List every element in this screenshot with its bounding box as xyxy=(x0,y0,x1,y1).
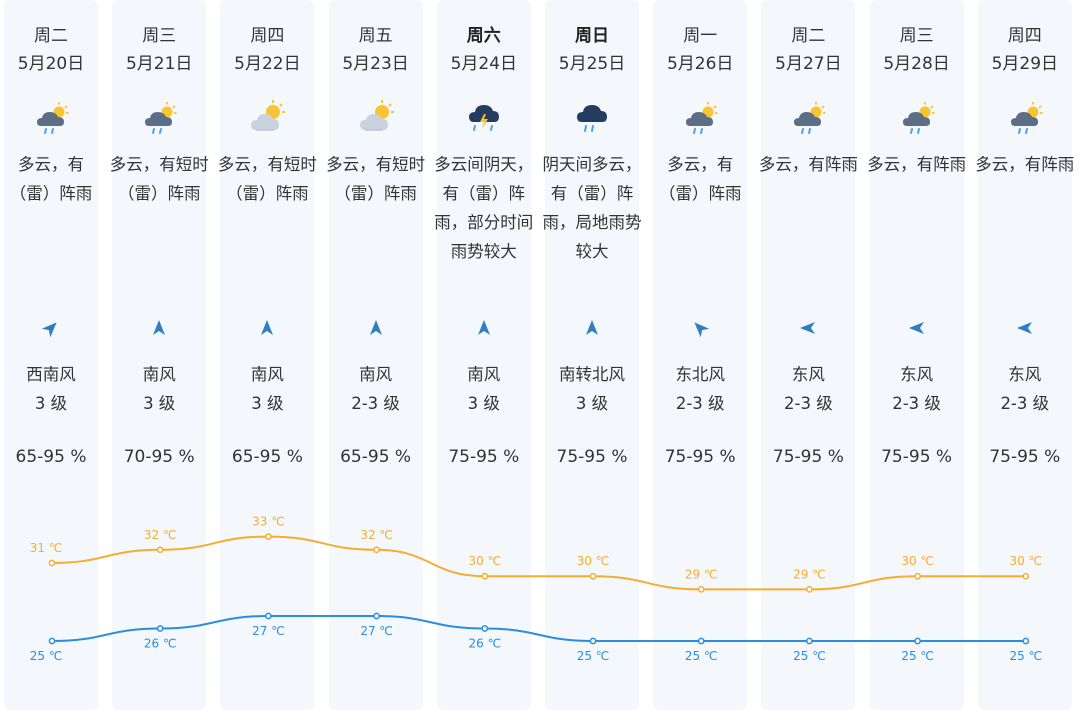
day-name: 周六 xyxy=(466,26,501,46)
weather-description: 多云，有（雷）阵雨 xyxy=(658,155,742,203)
day-name: 周一 xyxy=(683,26,718,46)
humidity: 65-95 % xyxy=(15,447,87,467)
day-column: 周三 5月28日多云，有阵雨 东风 2-3 级 75-95 % xyxy=(867,0,966,710)
thunderstorm-icon xyxy=(466,100,502,140)
wind-direction-icon xyxy=(690,318,710,338)
wind-direction: 南风 xyxy=(250,365,284,384)
weather-description: 多云，有阵雨 xyxy=(975,155,1075,174)
weather-description: 多云，有阵雨 xyxy=(758,155,858,174)
cloud-sun-rain-icon xyxy=(899,100,935,140)
wind-level: 2-3 级 xyxy=(675,394,725,413)
cloud-sun-rain-icon xyxy=(33,100,69,140)
day-date: 5月29日 xyxy=(991,54,1059,74)
wind-level: 3 级 xyxy=(34,394,68,413)
humidity: 75-95 % xyxy=(989,447,1061,467)
wind-direction-icon xyxy=(149,318,169,338)
day-column: 周五 5月23日多云，有短时（雷）阵雨南风 2-3 级 65-95 % xyxy=(326,0,425,710)
cloud-sun-rain-icon xyxy=(1007,100,1043,140)
day-column: 周四 5月22日多云，有短时（雷）阵雨南风 3 级 65-95 % xyxy=(218,0,317,710)
humidity: 70-95 % xyxy=(123,447,195,467)
wind-direction: 南风 xyxy=(467,365,501,384)
wind-level: 2-3 级 xyxy=(1000,394,1050,413)
wind-level: 3 级 xyxy=(251,394,284,413)
wind-direction: 南风 xyxy=(359,365,393,384)
humidity: 75-95 % xyxy=(772,447,844,467)
wind-direction-icon xyxy=(41,318,61,338)
wind-level: 3 级 xyxy=(467,394,500,413)
weather-description: 多云，有（雷）阵雨 xyxy=(9,155,93,203)
weather-description: 多云，有短时（雷）阵雨 xyxy=(109,155,209,203)
day-date: 5月28日 xyxy=(883,54,950,74)
sun-cloud-icon xyxy=(358,100,394,140)
day-name: 周五 xyxy=(358,26,393,46)
cloud-sun-rain-icon xyxy=(682,100,718,140)
day-name: 周三 xyxy=(899,26,934,46)
day-column: 周六 5月24日多云间阴天，有（雷）阵雨，部分时间雨势较大南风 3 级 75-95 % xyxy=(434,0,533,710)
wind-direction-icon xyxy=(1015,318,1035,338)
wind-level: 2-3 级 xyxy=(892,394,941,413)
weather-description: 多云，有短时（雷）阵雨 xyxy=(326,155,426,203)
day-date: 5月20日 xyxy=(17,54,85,74)
humidity: 65-95 % xyxy=(340,447,412,467)
day-date: 5月26日 xyxy=(666,54,734,74)
wind-direction-icon xyxy=(798,318,818,338)
day-name: 周四 xyxy=(250,26,285,46)
rain-cloud-icon xyxy=(574,100,610,140)
day-column: 周三 5月21日多云，有短时（雷）阵雨南风 3 级 70-95 % xyxy=(110,0,209,710)
wind-direction: 东北风 xyxy=(675,365,725,384)
day-name: 周三 xyxy=(142,26,177,46)
weather-description: 多云间阴天，有（雷）阵雨，部分时间雨势较大 xyxy=(434,155,534,261)
weather-description: 阴天间多云，有（雷）阵雨，局地雨势较大 xyxy=(542,155,642,261)
day-column: 周二 5月20日多云，有（雷）阵雨西南风 3 级 65-95 % xyxy=(4,0,98,710)
weather-description: 多云，有短时（雷）阵雨 xyxy=(217,155,317,203)
wind-level: 2-3 级 xyxy=(784,394,833,413)
day-date: 5月25日 xyxy=(558,54,626,74)
wind-direction: 南风 xyxy=(142,365,176,384)
humidity: 65-95 % xyxy=(231,447,303,467)
weather-description: 多云，有阵雨 xyxy=(867,155,967,174)
day-name: 周二 xyxy=(791,26,826,46)
humidity: 75-95 % xyxy=(881,447,953,467)
day-date: 5月24日 xyxy=(450,54,518,74)
wind-direction-icon xyxy=(582,318,602,338)
wind-direction-icon xyxy=(474,318,494,338)
day-name: 周日 xyxy=(575,26,609,46)
day-name: 周四 xyxy=(1007,26,1042,46)
wind-level: 3 级 xyxy=(575,394,609,413)
humidity: 75-95 % xyxy=(664,447,736,467)
wind-direction: 南转北风 xyxy=(559,365,625,384)
cloud-sun-rain-icon xyxy=(790,100,826,140)
sun-cloud-icon xyxy=(249,100,286,140)
humidity: 75-95 % xyxy=(556,447,628,467)
day-column: 周二 5月27日多云，有阵雨 东风 2-3 级 75-95 % xyxy=(759,0,858,710)
day-date: 5月27日 xyxy=(775,54,842,74)
day-column: 周四 5月29日多云，有阵雨 东风 2-3 级 75-95 % xyxy=(975,0,1074,710)
wind-direction: 西南风 xyxy=(26,365,76,384)
humidity: 75-95 % xyxy=(448,447,520,467)
wind-direction-icon xyxy=(907,318,927,338)
day-date: 5月22日 xyxy=(234,54,301,74)
day-name: 周二 xyxy=(34,26,68,46)
day-date: 5月21日 xyxy=(125,54,193,74)
wind-level: 2-3 级 xyxy=(351,394,400,413)
wind-direction: 东风 xyxy=(1008,365,1042,384)
wind-direction-icon xyxy=(366,318,386,338)
day-column: 周一 5月26日多云，有（雷）阵雨东北风 2-3 级 75-95 % xyxy=(653,0,748,710)
day-date: 5月23日 xyxy=(342,54,409,74)
wind-direction-icon xyxy=(257,318,277,338)
cloud-sun-rain-icon xyxy=(141,100,177,140)
wind-direction: 东风 xyxy=(900,365,934,384)
wind-level: 3 级 xyxy=(143,394,176,413)
wind-direction: 东风 xyxy=(791,365,825,384)
day-column: 周日 5月25日阴天间多云，有（雷）阵雨，局地雨势较大南转北风 3 级 75-95 % xyxy=(543,0,642,710)
